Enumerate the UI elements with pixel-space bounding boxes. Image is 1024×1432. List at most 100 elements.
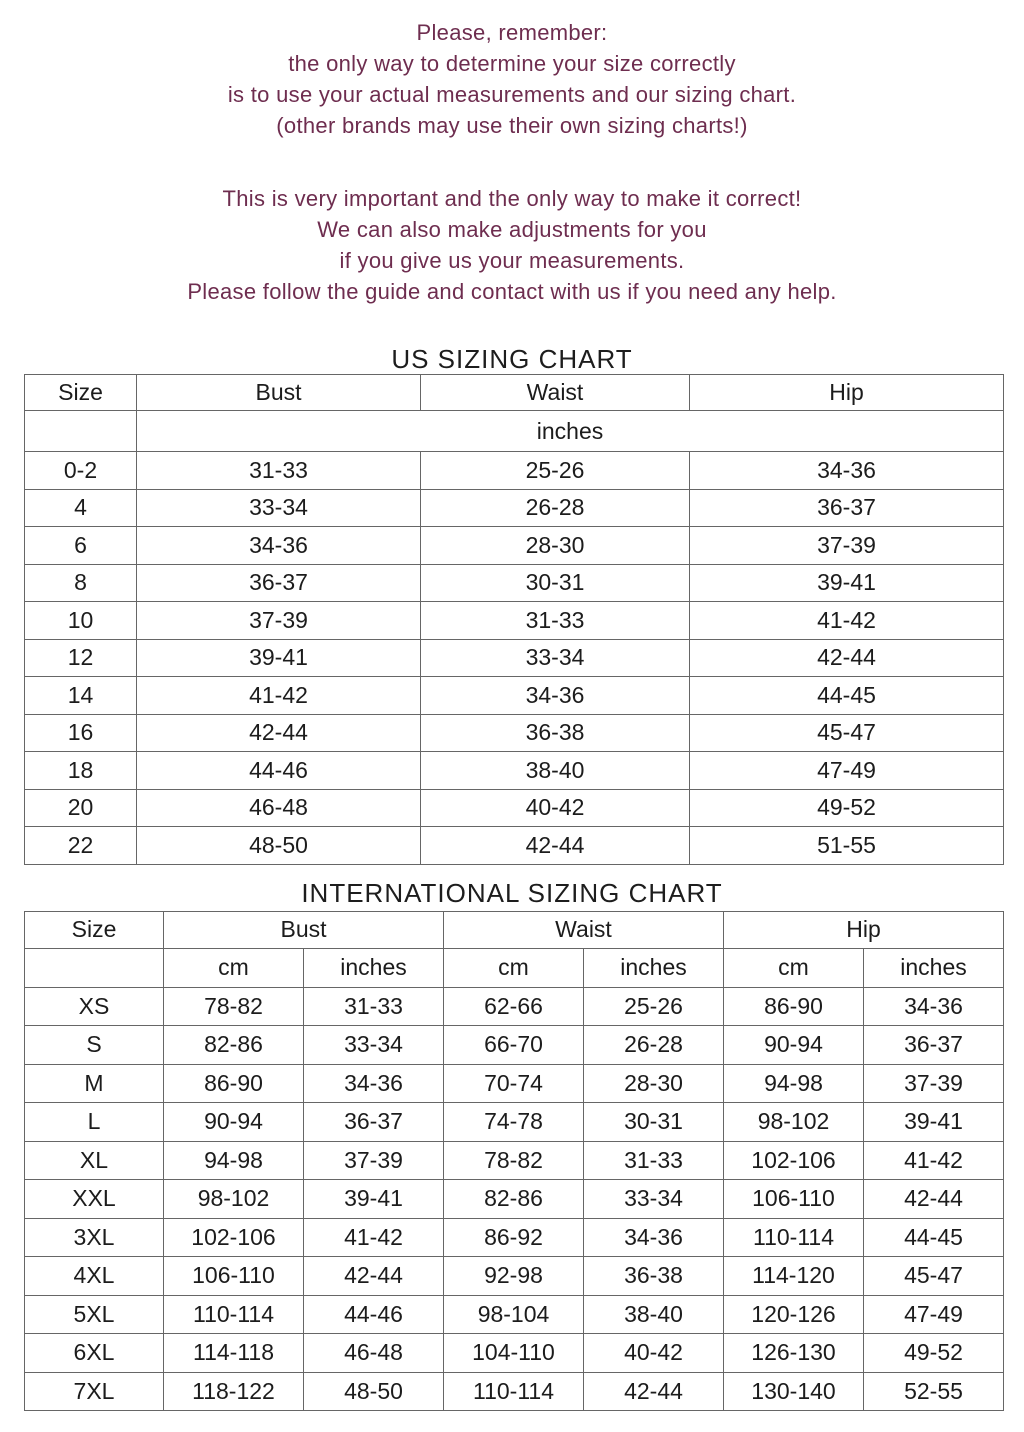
table-row: 4XL 106-110 42-44 92-98 36-38 114-120 45-47 [24, 1256, 1005, 1296]
table-cell: 86-90 [163, 1063, 304, 1103]
table-cell: 26-28 [583, 1025, 724, 1065]
table-cell: 42-44 [583, 1371, 724, 1411]
table-cell: 70-74 [443, 1063, 584, 1103]
intro-line: Please follow the guide and contact with… [187, 279, 837, 304]
intro-line: (other brands may use their own sizing c… [276, 113, 748, 138]
table-cell: 110-114 [723, 1217, 864, 1257]
table-cell: 49-52 [862, 1333, 1005, 1373]
table-cell: 62-66 [443, 986, 584, 1026]
table-cell: 106-110 [723, 1179, 864, 1219]
us-header-waist: Waist [420, 374, 690, 411]
table-cell: 3XL [24, 1217, 164, 1257]
intl-table-units-row: cm inches cm inches cm inches [24, 947, 1005, 988]
table-cell: 92-98 [443, 1256, 584, 1296]
table-cell: 33-34 [136, 488, 421, 527]
table-cell: 33-34 [303, 1025, 444, 1065]
table-row: L 90-94 36-37 74-78 30-31 98-102 39-41 [24, 1102, 1005, 1142]
table-cell: L [24, 1102, 164, 1142]
table-cell: 66-70 [443, 1025, 584, 1065]
table-cell: 110-114 [443, 1371, 584, 1411]
table-cell: 31-33 [136, 451, 421, 490]
table-cell: 41-42 [689, 601, 1004, 640]
us-units-label: inches [136, 410, 1004, 452]
table-cell: 36-37 [136, 563, 421, 602]
table-cell: 39-41 [136, 638, 421, 677]
table-cell: 41-42 [862, 1140, 1005, 1180]
table-cell: 4XL [24, 1256, 164, 1296]
table-cell: XXL [24, 1179, 164, 1219]
table-cell: 18 [24, 751, 137, 790]
table-cell: 114-120 [723, 1256, 864, 1296]
table-cell: 94-98 [163, 1140, 304, 1180]
intl-table-body: XS 78-82 31-33 62-66 25-26 86-90 34-36 S 82-86 33… [24, 986, 1005, 1411]
table-row: 4 33-34 26-28 36-37 [24, 488, 1004, 527]
table-cell: 49-52 [689, 788, 1004, 827]
table-row: 18 44-46 38-40 47-49 [24, 751, 1004, 790]
table-cell: 36-37 [689, 488, 1004, 527]
intl-unit-cell: inches [303, 947, 444, 988]
table-cell: 78-82 [443, 1140, 584, 1180]
table-cell: 90-94 [723, 1025, 864, 1065]
table-cell: 47-49 [689, 751, 1004, 790]
table-cell: 104-110 [443, 1333, 584, 1373]
table-cell: 82-86 [163, 1025, 304, 1065]
table-cell: S [24, 1025, 164, 1065]
table-cell: 130-140 [723, 1371, 864, 1411]
table-cell: 44-46 [303, 1294, 444, 1334]
table-cell: 37-39 [862, 1063, 1005, 1103]
table-cell: 26-28 [420, 488, 690, 527]
table-row: 6XL 114-118 46-48 104-110 40-42 126-130 49-52 [24, 1333, 1005, 1373]
table-cell: 44-46 [136, 751, 421, 790]
table-cell: 42-44 [689, 638, 1004, 677]
table-cell: 41-42 [136, 676, 421, 715]
table-row: 10 37-39 31-33 41-42 [24, 601, 1004, 640]
us-table-header-row: Size Bust Waist Hip [24, 374, 1004, 411]
table-row: 5XL 110-114 44-46 98-104 38-40 120-126 47-49 [24, 1294, 1005, 1334]
table-cell: 38-40 [583, 1294, 724, 1334]
table-row: 14 41-42 34-36 44-45 [24, 676, 1004, 715]
table-cell: 33-34 [583, 1179, 724, 1219]
table-cell: 36-38 [583, 1256, 724, 1296]
table-cell: 42-44 [303, 1256, 444, 1296]
us-header-bust: Bust [136, 374, 421, 411]
table-cell: 30-31 [420, 563, 690, 602]
table-row: 0-2 31-33 25-26 34-36 [24, 451, 1004, 490]
table-cell: 86-92 [443, 1217, 584, 1257]
table-cell: 31-33 [583, 1140, 724, 1180]
table-cell: 86-90 [723, 986, 864, 1026]
us-table-body: 0-2 31-33 25-26 34-36 4 33-34 26-28 36-37 6 34-36… [24, 451, 1004, 865]
table-row: XL 94-98 37-39 78-82 31-33 102-106 41-42 [24, 1140, 1005, 1180]
us-sizing-table: Size Bust Waist Hip inches 0-2 31-33 25-26… [24, 374, 1004, 865]
table-cell: 90-94 [163, 1102, 304, 1142]
table-cell: 39-41 [303, 1179, 444, 1219]
table-cell: 12 [24, 638, 137, 677]
table-cell: 94-98 [723, 1063, 864, 1103]
table-row: M 86-90 34-36 70-74 28-30 94-98 37-39 [24, 1063, 1005, 1103]
us-header-hip: Hip [689, 374, 1004, 411]
table-cell: 14 [24, 676, 137, 715]
table-cell: 47-49 [862, 1294, 1005, 1334]
intl-unit-cell: inches [862, 947, 1005, 988]
table-row: XXL 98-102 39-41 82-86 33-34 106-110 42-44 [24, 1179, 1005, 1219]
table-cell: 98-104 [443, 1294, 584, 1334]
table-cell: 38-40 [420, 751, 690, 790]
table-cell: 31-33 [420, 601, 690, 640]
table-cell: 45-47 [689, 713, 1004, 752]
intro-text: Please, remember: the only way to determ… [0, 0, 1024, 307]
table-cell: 42-44 [136, 713, 421, 752]
table-cell: 45-47 [862, 1256, 1005, 1296]
table-cell: 20 [24, 788, 137, 827]
table-cell: 82-86 [443, 1179, 584, 1219]
table-cell: 48-50 [303, 1371, 444, 1411]
table-cell: 42-44 [862, 1179, 1005, 1219]
table-cell: M [24, 1063, 164, 1103]
table-cell: 126-130 [723, 1333, 864, 1373]
table-cell: 102-106 [723, 1140, 864, 1180]
table-cell: 28-30 [583, 1063, 724, 1103]
intl-unit-cell: cm [443, 947, 584, 988]
table-cell: 39-41 [862, 1102, 1005, 1142]
intro-block-2: This is very important and the only way … [0, 183, 1024, 307]
table-cell: 98-102 [163, 1179, 304, 1219]
table-cell: 40-42 [583, 1333, 724, 1373]
table-cell: 41-42 [303, 1217, 444, 1257]
